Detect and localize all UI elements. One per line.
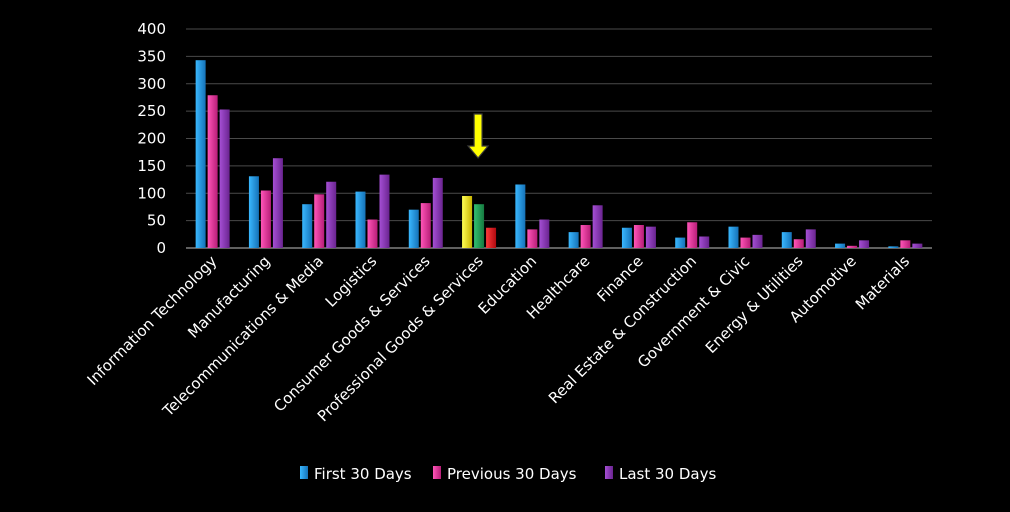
- legend-swatch: [605, 466, 613, 479]
- bar: [219, 109, 230, 248]
- bar: [195, 60, 206, 248]
- bar: [621, 227, 632, 248]
- bar: [859, 240, 870, 248]
- bar: [515, 184, 526, 248]
- legend: First 30 Days Previous 30 Days Last 30 Day…: [300, 465, 716, 483]
- bar: [699, 236, 710, 248]
- bar: [420, 203, 431, 248]
- bar: [379, 174, 390, 248]
- bars: [195, 60, 923, 248]
- bar: [645, 226, 656, 248]
- bar: [462, 195, 473, 248]
- bar: [888, 246, 899, 248]
- bar: [326, 181, 337, 248]
- y-tick-label: 100: [137, 184, 166, 202]
- legend-swatch: [433, 466, 441, 479]
- bar: [260, 190, 271, 248]
- bar: [355, 191, 366, 248]
- bar: [207, 95, 218, 248]
- legend-label: First 30 Days: [314, 465, 412, 483]
- bar: [752, 234, 763, 248]
- y-tick-label: 200: [137, 130, 166, 148]
- bar: [474, 204, 485, 248]
- y-tick-label: 400: [137, 20, 166, 38]
- bar: [314, 194, 325, 248]
- bar: [580, 225, 591, 248]
- bar: [592, 205, 603, 248]
- x-tick-label: Energy & Utilities: [702, 252, 807, 357]
- bar: [568, 232, 579, 248]
- y-tick-label: 50: [147, 212, 166, 230]
- bar: [675, 237, 686, 248]
- bar: [633, 225, 644, 248]
- y-axis: 0 50 100 150 200 250 300 350 400: [137, 20, 166, 257]
- bar: [912, 243, 923, 248]
- bar: [302, 204, 313, 248]
- x-axis: Information TechnologyManufacturingTelec…: [84, 252, 914, 425]
- legend-label: Last 30 Days: [619, 465, 716, 483]
- bar: [367, 219, 378, 248]
- bar: [539, 219, 550, 248]
- bar: [687, 222, 698, 248]
- y-tick-label: 300: [137, 75, 166, 93]
- y-tick-label: 250: [137, 102, 166, 120]
- bar: [432, 177, 443, 248]
- bar: [847, 245, 858, 248]
- bar: [248, 176, 259, 248]
- bar: [781, 232, 792, 248]
- bar: [272, 158, 283, 248]
- bar: [408, 209, 419, 248]
- bar: [793, 239, 804, 248]
- bar: [728, 226, 739, 248]
- gridlines: [186, 28, 932, 249]
- x-tick-label: Materials: [852, 252, 913, 313]
- highlight-arrow-icon: [466, 113, 490, 159]
- highlight-arrow-group: [466, 113, 490, 159]
- legend-label: Previous 30 Days: [447, 465, 577, 483]
- y-tick-label: 350: [137, 47, 166, 65]
- bar: [805, 229, 816, 248]
- bar: [740, 237, 751, 248]
- y-tick-label: 150: [137, 157, 166, 175]
- bar: [900, 240, 911, 248]
- x-tick-label: Finance: [593, 252, 646, 305]
- bar: [486, 227, 497, 248]
- legend-swatch: [300, 466, 308, 479]
- bar: [835, 243, 846, 248]
- y-tick-label: 0: [156, 239, 166, 257]
- bar: [527, 229, 538, 248]
